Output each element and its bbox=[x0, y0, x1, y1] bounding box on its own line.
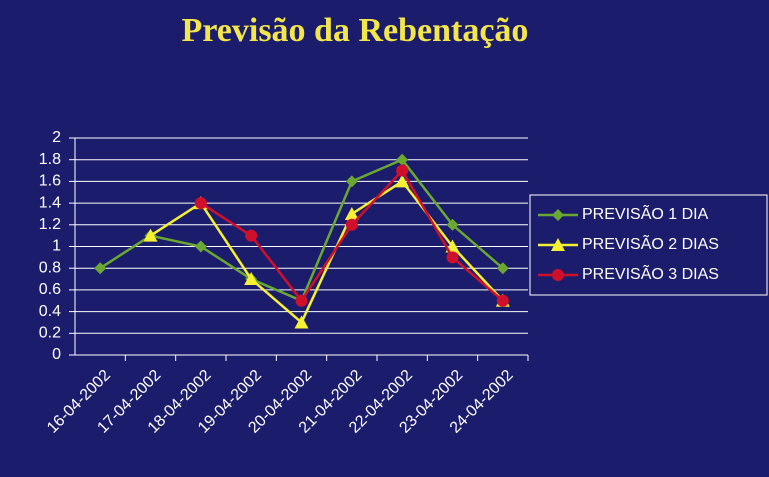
y-tick-label: 1.4 bbox=[39, 194, 61, 211]
y-tick-label: 0.2 bbox=[39, 325, 61, 342]
y-tick-label: 0 bbox=[52, 346, 61, 363]
data-point bbox=[496, 262, 509, 275]
data-point bbox=[94, 262, 107, 275]
data-point bbox=[496, 294, 509, 307]
data-point bbox=[194, 240, 207, 253]
data-point bbox=[295, 294, 308, 307]
data-point bbox=[294, 315, 309, 329]
data-point bbox=[396, 153, 409, 166]
data-point bbox=[194, 197, 207, 210]
legend-label: PREVISÃO 1 DIA bbox=[582, 203, 709, 223]
legend-label: PREVISÃO 2 DIAS bbox=[582, 233, 719, 253]
data-point bbox=[446, 218, 459, 231]
y-tick-label: 0.4 bbox=[39, 303, 61, 320]
y-tick-label: 1.8 bbox=[39, 151, 61, 168]
y-tick-label: 1 bbox=[52, 238, 61, 255]
series-line bbox=[149, 179, 504, 325]
legend-label: PREVISÃO 3 DIAS bbox=[582, 263, 719, 283]
data-point bbox=[344, 206, 359, 220]
data-point bbox=[345, 218, 358, 231]
y-tick-label: 1.6 bbox=[39, 173, 61, 190]
y-tick-label: 0.6 bbox=[39, 281, 61, 298]
y-tick-label: 2 bbox=[52, 129, 61, 146]
data-point bbox=[345, 175, 358, 188]
data-point bbox=[446, 251, 459, 264]
legend-marker bbox=[551, 238, 565, 251]
data-point bbox=[396, 164, 409, 177]
chart-title: Previsão da Rebentação bbox=[182, 12, 529, 49]
data-point bbox=[245, 229, 258, 242]
data-point bbox=[395, 174, 410, 188]
y-tick-label: 0.8 bbox=[39, 259, 61, 276]
legend-marker bbox=[552, 269, 564, 281]
legend-marker bbox=[552, 209, 564, 221]
y-tick-label: 1.2 bbox=[39, 216, 61, 233]
data-point bbox=[143, 228, 158, 242]
data-point bbox=[244, 272, 259, 286]
